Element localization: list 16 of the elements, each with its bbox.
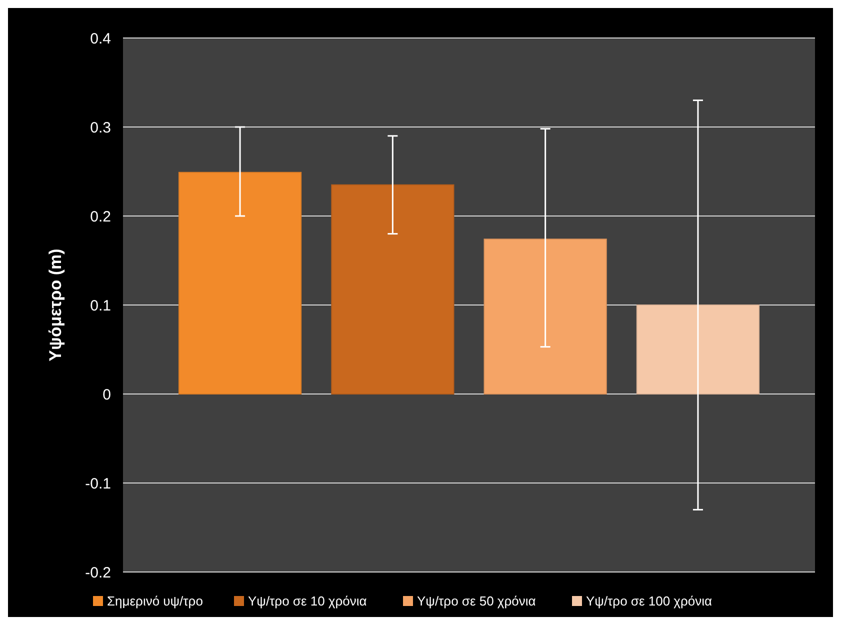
bar xyxy=(178,172,302,394)
legend-label: Υψ/τρο σε 10 χρόνια xyxy=(248,594,368,609)
y-tick-label: 0.1 xyxy=(90,297,111,314)
y-tick-label: 0.4 xyxy=(90,30,111,48)
legend-label: Σημερινό υψ/τρο xyxy=(107,594,203,609)
bar xyxy=(484,238,607,394)
bar xyxy=(331,184,454,394)
y-tick-label: 0 xyxy=(102,386,111,404)
y-tick-label: 0.2 xyxy=(90,208,111,226)
legend-label: Υψ/τρο σε 100 χρόνια xyxy=(586,594,712,609)
legend-label: Υψ/τρο σε 50 χρόνια xyxy=(417,594,536,609)
y-tick-label: -0.2 xyxy=(85,564,111,582)
y-axis-title: Υψόμετρο (m) xyxy=(46,248,65,362)
y-tick-label: 0.3 xyxy=(90,119,111,136)
bar xyxy=(636,304,760,394)
y-tick-label: -0.1 xyxy=(85,475,111,492)
